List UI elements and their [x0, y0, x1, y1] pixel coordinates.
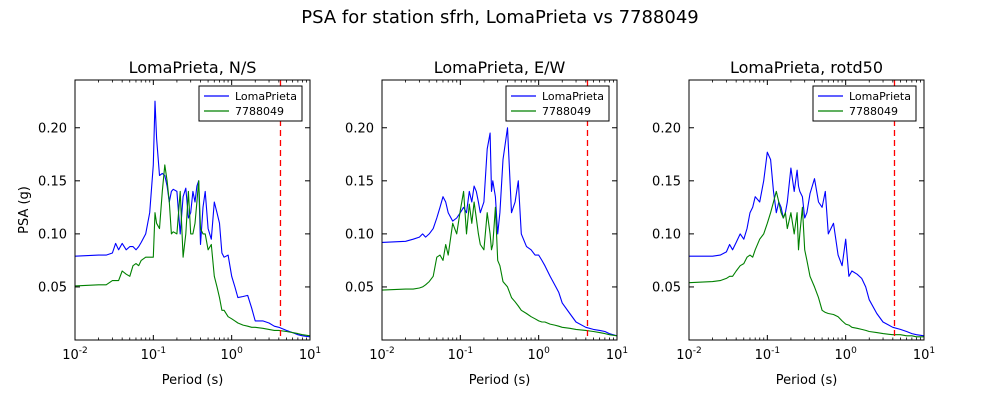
axes-frame: [688, 79, 925, 341]
legend-label: LomaPrieta: [235, 90, 297, 103]
axes-frame: [74, 79, 311, 341]
x-axis-label: Period (s): [162, 373, 224, 388]
figure-title: PSA for station sfrh, LomaPrieta vs 7788…: [301, 7, 698, 28]
x-tick-label: 10-2: [676, 346, 702, 363]
series-line-lomaprieta: [689, 151, 924, 337]
y-tick-label: 0.20: [345, 121, 374, 136]
legend-label: LomaPrieta: [542, 90, 604, 103]
x-tick-label: 10-1: [755, 346, 781, 363]
legend-label: 7788049: [542, 105, 591, 118]
x-tick-label: 101: [606, 346, 628, 363]
y-tick-label: 0.15: [345, 174, 374, 189]
plot-area: [75, 80, 310, 340]
panel-2: LomaPrieta, E/W 0.05 0.10 0.15 0.20 10-2 10-1 1…: [345, 58, 628, 388]
panel-title: LomaPrieta, E/W: [434, 58, 566, 77]
legend-label: 7788049: [849, 105, 898, 118]
legend: LomaPrieta 7788049: [812, 85, 917, 122]
legend-box: [812, 85, 917, 122]
y-tick-label: 0.10: [652, 227, 681, 242]
series-line-7788049: [75, 164, 310, 337]
legend-box: [198, 85, 303, 122]
legend-label: LomaPrieta: [849, 90, 911, 103]
series-line-7788049: [689, 190, 924, 338]
x-tick-label: 101: [913, 346, 935, 363]
y-tick-label: 0.05: [345, 280, 374, 295]
panels: LomaPrieta, N/S 0.05 0.10 0.15 0.20 10-2 10-1 1…: [17, 58, 935, 388]
x-axis-label: Period (s): [469, 373, 531, 388]
plot-area: [689, 80, 924, 340]
y-tick-label: 0.05: [652, 280, 681, 295]
legend: LomaPrieta 7788049: [505, 85, 610, 122]
y-tick-label: 0.10: [345, 227, 374, 242]
y-tick-label: 0.15: [652, 174, 681, 189]
y-tick-label: 0.20: [652, 121, 681, 136]
y-tick-label: 0.10: [38, 227, 67, 242]
panel-3: LomaPrieta, rotd50 0.05 0.10 0.15 0.20 10-2 10…: [652, 58, 935, 388]
x-axis-label: Period (s): [776, 373, 838, 388]
plot-area: [382, 80, 617, 340]
x-tick-label: 10-2: [369, 346, 395, 363]
series-line-lomaprieta: [75, 100, 310, 338]
x-tick-label: 10-2: [62, 346, 88, 363]
y-tick-label: 0.15: [38, 174, 67, 189]
x-tick-label: 10-1: [448, 346, 474, 363]
panel-title: LomaPrieta, N/S: [129, 58, 257, 77]
x-tick-label: 101: [299, 346, 321, 363]
series-line-7788049: [382, 190, 617, 337]
panel-1: LomaPrieta, N/S 0.05 0.10 0.15 0.20 10-2 10-1 1…: [17, 58, 321, 388]
legend-box: [505, 85, 610, 122]
y-tick-label: 0.05: [38, 280, 67, 295]
panel-title: LomaPrieta, rotd50: [730, 58, 883, 77]
legend-label: 7788049: [235, 105, 284, 118]
y-tick-label: 0.20: [38, 121, 67, 136]
legend: LomaPrieta 7788049: [198, 85, 303, 122]
axes-frame: [381, 79, 618, 341]
y-axis-label: PSA (g): [17, 186, 32, 234]
series-line-lomaprieta: [382, 127, 617, 337]
x-tick-label: 100: [835, 346, 858, 363]
x-tick-label: 100: [528, 346, 551, 363]
x-tick-label: 10-1: [141, 346, 167, 363]
x-tick-label: 100: [221, 346, 244, 363]
